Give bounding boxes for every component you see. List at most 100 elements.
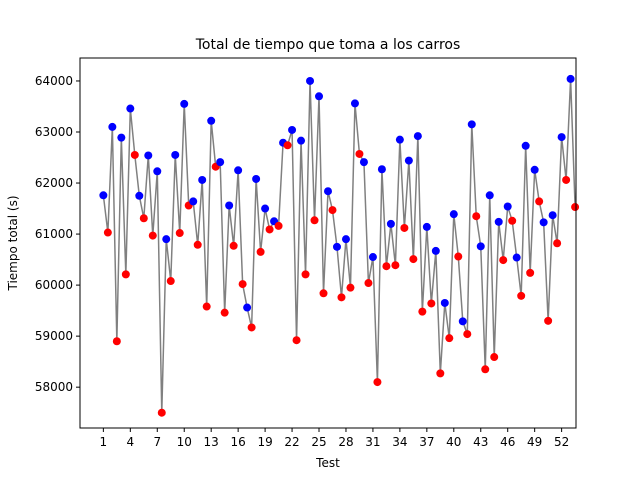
red-data-point	[571, 203, 580, 212]
red-data-point	[220, 308, 229, 317]
x-tick-label: 31	[365, 435, 380, 449]
blue-data-point	[566, 74, 575, 83]
blue-data-point	[324, 187, 332, 196]
y-tick-label: 63000	[35, 125, 73, 139]
red-data-point	[535, 197, 544, 206]
red-data-point	[553, 239, 562, 248]
blue-data-point	[252, 174, 261, 183]
x-tick-label: 22	[284, 435, 299, 449]
blue-data-point	[494, 217, 503, 226]
red-data-point	[247, 323, 256, 332]
red-data-point	[175, 229, 184, 238]
red-data-point	[202, 302, 211, 311]
blue-data-point	[467, 120, 476, 129]
blue-data-point	[539, 218, 548, 227]
y-axis: 58000 59000 60000 61000 62000 63000 64000	[35, 74, 80, 394]
red-data-point	[382, 262, 391, 271]
red-data-point	[157, 408, 166, 417]
x-axis: 1 4 7 10 13 16 19 22 25 28 31 34 37 40 43 46 49 52	[100, 428, 569, 449]
red-data-point	[193, 240, 202, 249]
red-data-point	[499, 256, 508, 265]
y-tick-label: 64000	[35, 74, 73, 88]
blue-data-point	[521, 141, 530, 150]
red-data-point	[409, 255, 418, 264]
x-tick-label: 7	[153, 435, 161, 449]
x-tick-label: 16	[231, 435, 246, 449]
blue-data-point	[207, 116, 216, 125]
blue-data-point	[557, 133, 566, 142]
blue-data-point	[485, 191, 494, 200]
red-data-point	[121, 270, 130, 279]
x-tick-label: 52	[554, 435, 569, 449]
red-data-point	[391, 261, 400, 270]
red-data-point	[508, 216, 517, 225]
red-data-point	[238, 280, 247, 289]
y-tick-label: 62000	[35, 176, 73, 190]
x-tick-label: 10	[177, 435, 192, 449]
blue-data-point	[350, 99, 359, 108]
red-data-point	[301, 270, 310, 279]
chart-title: Total de tiempo que toma a los carros	[195, 37, 461, 53]
red-data-point	[454, 252, 463, 261]
blue-data-point	[413, 132, 422, 141]
red-data-point	[310, 216, 319, 225]
red-data-point	[283, 141, 292, 150]
x-tick-label: 19	[257, 435, 272, 449]
x-tick-label: 46	[500, 435, 515, 449]
red-data-point	[481, 365, 490, 374]
x-tick-label: 4	[126, 435, 134, 449]
blue-data-point	[386, 219, 395, 228]
blue-data-point	[162, 235, 171, 244]
blue-data-point	[180, 99, 189, 108]
red-data-point	[355, 149, 364, 158]
blue-data-point	[99, 191, 108, 200]
blue-data-point	[261, 204, 270, 213]
blue-data-point	[153, 167, 162, 176]
red-data-point	[490, 353, 499, 362]
red-data-point	[346, 283, 355, 292]
red-data-point	[517, 291, 526, 300]
plot-frame	[79, 57, 577, 429]
x-tick-label: 37	[419, 435, 434, 449]
red-data-point	[562, 175, 571, 184]
blue-data-point	[449, 210, 458, 219]
red-data-point	[130, 150, 139, 159]
series-line	[102, 78, 576, 414]
y-tick-label: 60000	[35, 278, 73, 292]
red-data-point	[166, 277, 175, 286]
blue-data-point	[512, 253, 521, 262]
red-data-point	[328, 206, 337, 215]
y-axis-label: Tiempo total (s)	[6, 195, 20, 291]
blue-data-point	[341, 235, 350, 244]
blue-data-point	[431, 246, 440, 255]
blue-data-point	[288, 125, 297, 134]
plot-area	[99, 74, 580, 417]
blue-data-point	[216, 158, 225, 167]
y-tick-label: 58000	[35, 380, 73, 394]
blue-data-point	[198, 175, 207, 184]
red-data-point	[400, 223, 409, 232]
blue-data-point	[440, 298, 449, 307]
red-data-point	[463, 330, 472, 339]
x-axis-label: Test	[315, 456, 340, 470]
red-data-point	[364, 279, 373, 288]
blue-data-point	[422, 222, 431, 231]
y-tick-label: 59000	[35, 329, 73, 343]
blue-data-point	[503, 202, 512, 211]
blue-data-point	[395, 135, 404, 144]
x-tick-label: 28	[338, 435, 353, 449]
x-tick-label: 49	[527, 435, 542, 449]
blue-data-point	[368, 253, 377, 262]
red-data-point	[337, 293, 346, 302]
red-data-point	[418, 307, 427, 316]
blue-data-point	[332, 242, 341, 251]
blue-data-point	[306, 76, 315, 85]
red-data-point	[292, 336, 301, 345]
red-data-point	[427, 299, 436, 308]
red-data-point	[265, 225, 274, 234]
red-data-point	[274, 221, 283, 230]
red-data-point	[229, 241, 238, 250]
blue-data-point	[476, 242, 485, 251]
blue-data-point	[117, 133, 126, 142]
